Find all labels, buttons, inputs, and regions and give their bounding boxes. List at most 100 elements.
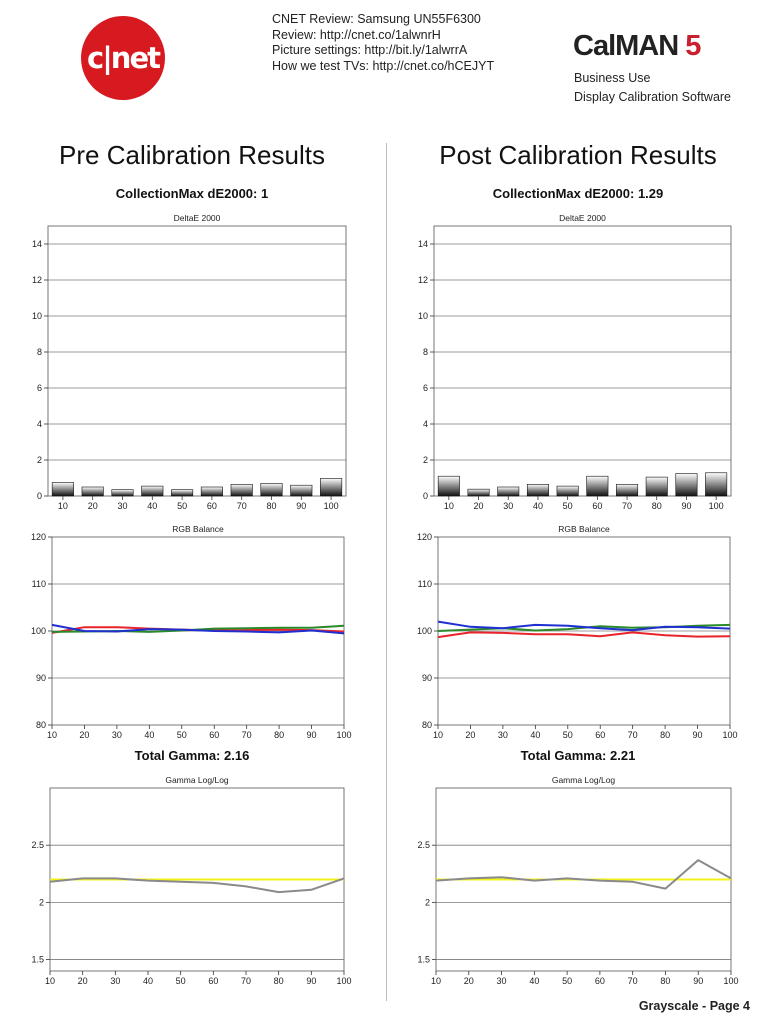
post-deltae-plot-area — [433, 225, 732, 497]
pre-rgb-title: RGB Balance — [172, 524, 224, 534]
calman-version: 5 — [685, 30, 701, 62]
pre-deltae-bar-60 — [200, 486, 223, 497]
post-deltae-xtick-label: 40 — [533, 501, 543, 511]
post-rgb-xtick-label: 70 — [628, 730, 638, 740]
post-deltae-bar-70 — [616, 483, 639, 497]
post-gamma-xtick-label: 10 — [431, 976, 441, 986]
pre-deltae-ytick-label: 10 — [32, 311, 42, 321]
pre-deltae-xtick-label: 60 — [207, 501, 217, 511]
calman-sub-business: Business Use — [574, 71, 651, 85]
pre-deltae-ytick-label: 2 — [37, 455, 42, 465]
pre-deltae-xtick-label: 10 — [58, 501, 68, 511]
calman-sub-software: Display Calibration Software — [574, 90, 732, 104]
pre-gamma-xtick-label: 90 — [306, 976, 316, 986]
post-rgb-xtick-label: 80 — [660, 730, 670, 740]
post-gamma-ytick-label: 2 — [425, 897, 430, 907]
pre-gamma-xtick-label: 10 — [45, 976, 55, 986]
post-gamma-ytick-label: 1.5 — [417, 955, 430, 965]
review-line-test-method: How we test TVs: http://cnet.co/hCEJYT — [272, 58, 495, 73]
pre-rgb-xtick-label: 10 — [47, 730, 57, 740]
pre-deltae-bar-80 — [260, 483, 283, 497]
pre-deltae-bar-40 — [141, 485, 164, 497]
post-deltae-bar-50 — [556, 485, 579, 497]
post-deltae-ytick-label: 0 — [423, 491, 428, 501]
post-deltae-ytick-label: 2 — [423, 455, 428, 465]
pre-deltae-bar-20 — [81, 486, 104, 497]
pre-deltae-xtick-label: 90 — [296, 501, 306, 511]
pre-rgb-xtick-label: 30 — [112, 730, 122, 740]
pre-rgb-xtick-label: 100 — [336, 730, 351, 740]
pre-deltae-plot-area — [47, 225, 347, 497]
pre-deltae-bar-10 — [51, 482, 74, 497]
post-gamma-xtick-label: 40 — [529, 976, 539, 986]
post-rgb-ytick-label: 80 — [422, 720, 432, 730]
column-divider — [386, 143, 387, 1001]
post-deltae-ytick-label: 8 — [423, 347, 428, 357]
review-line-title: CNET Review: Samsung UN55F6300 — [272, 12, 481, 26]
post-deltae-xtick-label: 90 — [681, 501, 691, 511]
post-deltae-bar-100 — [705, 472, 728, 497]
post-deltae-bar-10 — [437, 475, 460, 497]
post-deltae-xtick-label: 50 — [563, 501, 573, 511]
pre-deltae-bar-90 — [290, 484, 313, 497]
pre-gamma-xtick-label: 80 — [274, 976, 284, 986]
post-rgb-xtick-label: 100 — [722, 730, 737, 740]
pre-gamma-xtick-label: 100 — [336, 976, 351, 986]
pre-deltae-ytick-label: 4 — [37, 419, 42, 429]
cnet-logo: c|net — [81, 16, 165, 100]
pre-rgb-ytick-label: 100 — [31, 626, 46, 636]
post-deltae-xtick-label: 30 — [503, 501, 513, 511]
post-deltae-bar-90 — [675, 473, 698, 497]
pre-gamma-series-gamma — [49, 877, 345, 894]
pre-gamma-xtick-label: 30 — [110, 976, 120, 986]
post-rgb-series-red — [437, 631, 731, 639]
pre-deltae-stat: CollectionMax dE2000: 1 — [115, 186, 269, 201]
pre-rgb-ytick-label: 110 — [32, 579, 46, 589]
pre-gamma-stat: Total Gamma: 2.16 — [134, 748, 250, 763]
post-gamma-xtick-label: 100 — [723, 976, 738, 986]
post-deltae-ytick-label: 10 — [418, 311, 428, 321]
post-deltae-xtick-label: 70 — [622, 501, 632, 511]
pre-deltae-xtick-label: 80 — [266, 501, 276, 511]
calman-brand: CalMAN — [573, 30, 679, 62]
pre-gamma-ytick-label: 1.5 — [31, 955, 44, 965]
post-rgb-title: RGB Balance — [558, 524, 610, 534]
post-rgb-xtick-label: 20 — [465, 730, 475, 740]
pre-deltae-bar-30 — [111, 489, 134, 497]
pre-gamma-title: Gamma Log/Log — [165, 775, 229, 785]
page-label: Grayscale - Page 4 — [638, 999, 750, 1013]
pre-rgb-xtick-label: 90 — [307, 730, 317, 740]
pre-rgb-xtick-label: 20 — [79, 730, 89, 740]
post-gamma-xtick-label: 90 — [693, 976, 703, 986]
pre-gamma-xtick-label: 20 — [78, 976, 88, 986]
pre-gamma-xtick-label: 40 — [143, 976, 153, 986]
pre-rgb-ytick-label: 120 — [31, 532, 46, 542]
post-gamma-ytick-label: 2.5 — [417, 840, 430, 850]
post-gamma-xtick-label: 50 — [562, 976, 572, 986]
calman-subtitle: Business Use Display Calibration Softwar… — [574, 69, 731, 107]
post-gamma-xtick-label: 60 — [595, 976, 605, 986]
post-deltae-xtick-label: 20 — [474, 501, 484, 511]
post-deltae-xtick-label: 10 — [444, 501, 454, 511]
pre-rgb-xtick-label: 60 — [209, 730, 219, 740]
post-deltae-title: DeltaE 2000 — [559, 213, 606, 223]
pre-calibration-title: Pre Calibration Results — [59, 140, 325, 170]
review-info: CNET Review: Samsung UN55F6300 Review: h… — [272, 12, 494, 74]
post-rgb-xtick-label: 50 — [563, 730, 573, 740]
post-deltae-stat: CollectionMax dE2000: 1.29 — [492, 186, 664, 201]
post-rgb-series-blue — [437, 620, 731, 632]
post-deltae-xtick-label: 60 — [592, 501, 602, 511]
review-line-review-link: Review: http://cnet.co/1alwnrH — [272, 27, 441, 42]
pre-deltae-xtick-label: 20 — [88, 501, 98, 511]
pre-rgb-ytick-label: 90 — [36, 673, 46, 683]
review-line-picture-settings: Picture settings: http://bit.ly/1alwrrA — [272, 43, 468, 57]
post-deltae-ytick-label: 14 — [418, 239, 428, 249]
pre-deltae-title: DeltaE 2000 — [174, 213, 221, 223]
pre-deltae-bar-70 — [230, 483, 253, 497]
post-rgb-ytick-label: 110 — [418, 579, 432, 589]
post-deltae-xtick-label: 80 — [652, 501, 662, 511]
pre-deltae-xtick-label: 100 — [324, 501, 339, 511]
pre-rgb-ytick-label: 80 — [36, 720, 46, 730]
pre-deltae-xtick-label: 40 — [147, 501, 157, 511]
